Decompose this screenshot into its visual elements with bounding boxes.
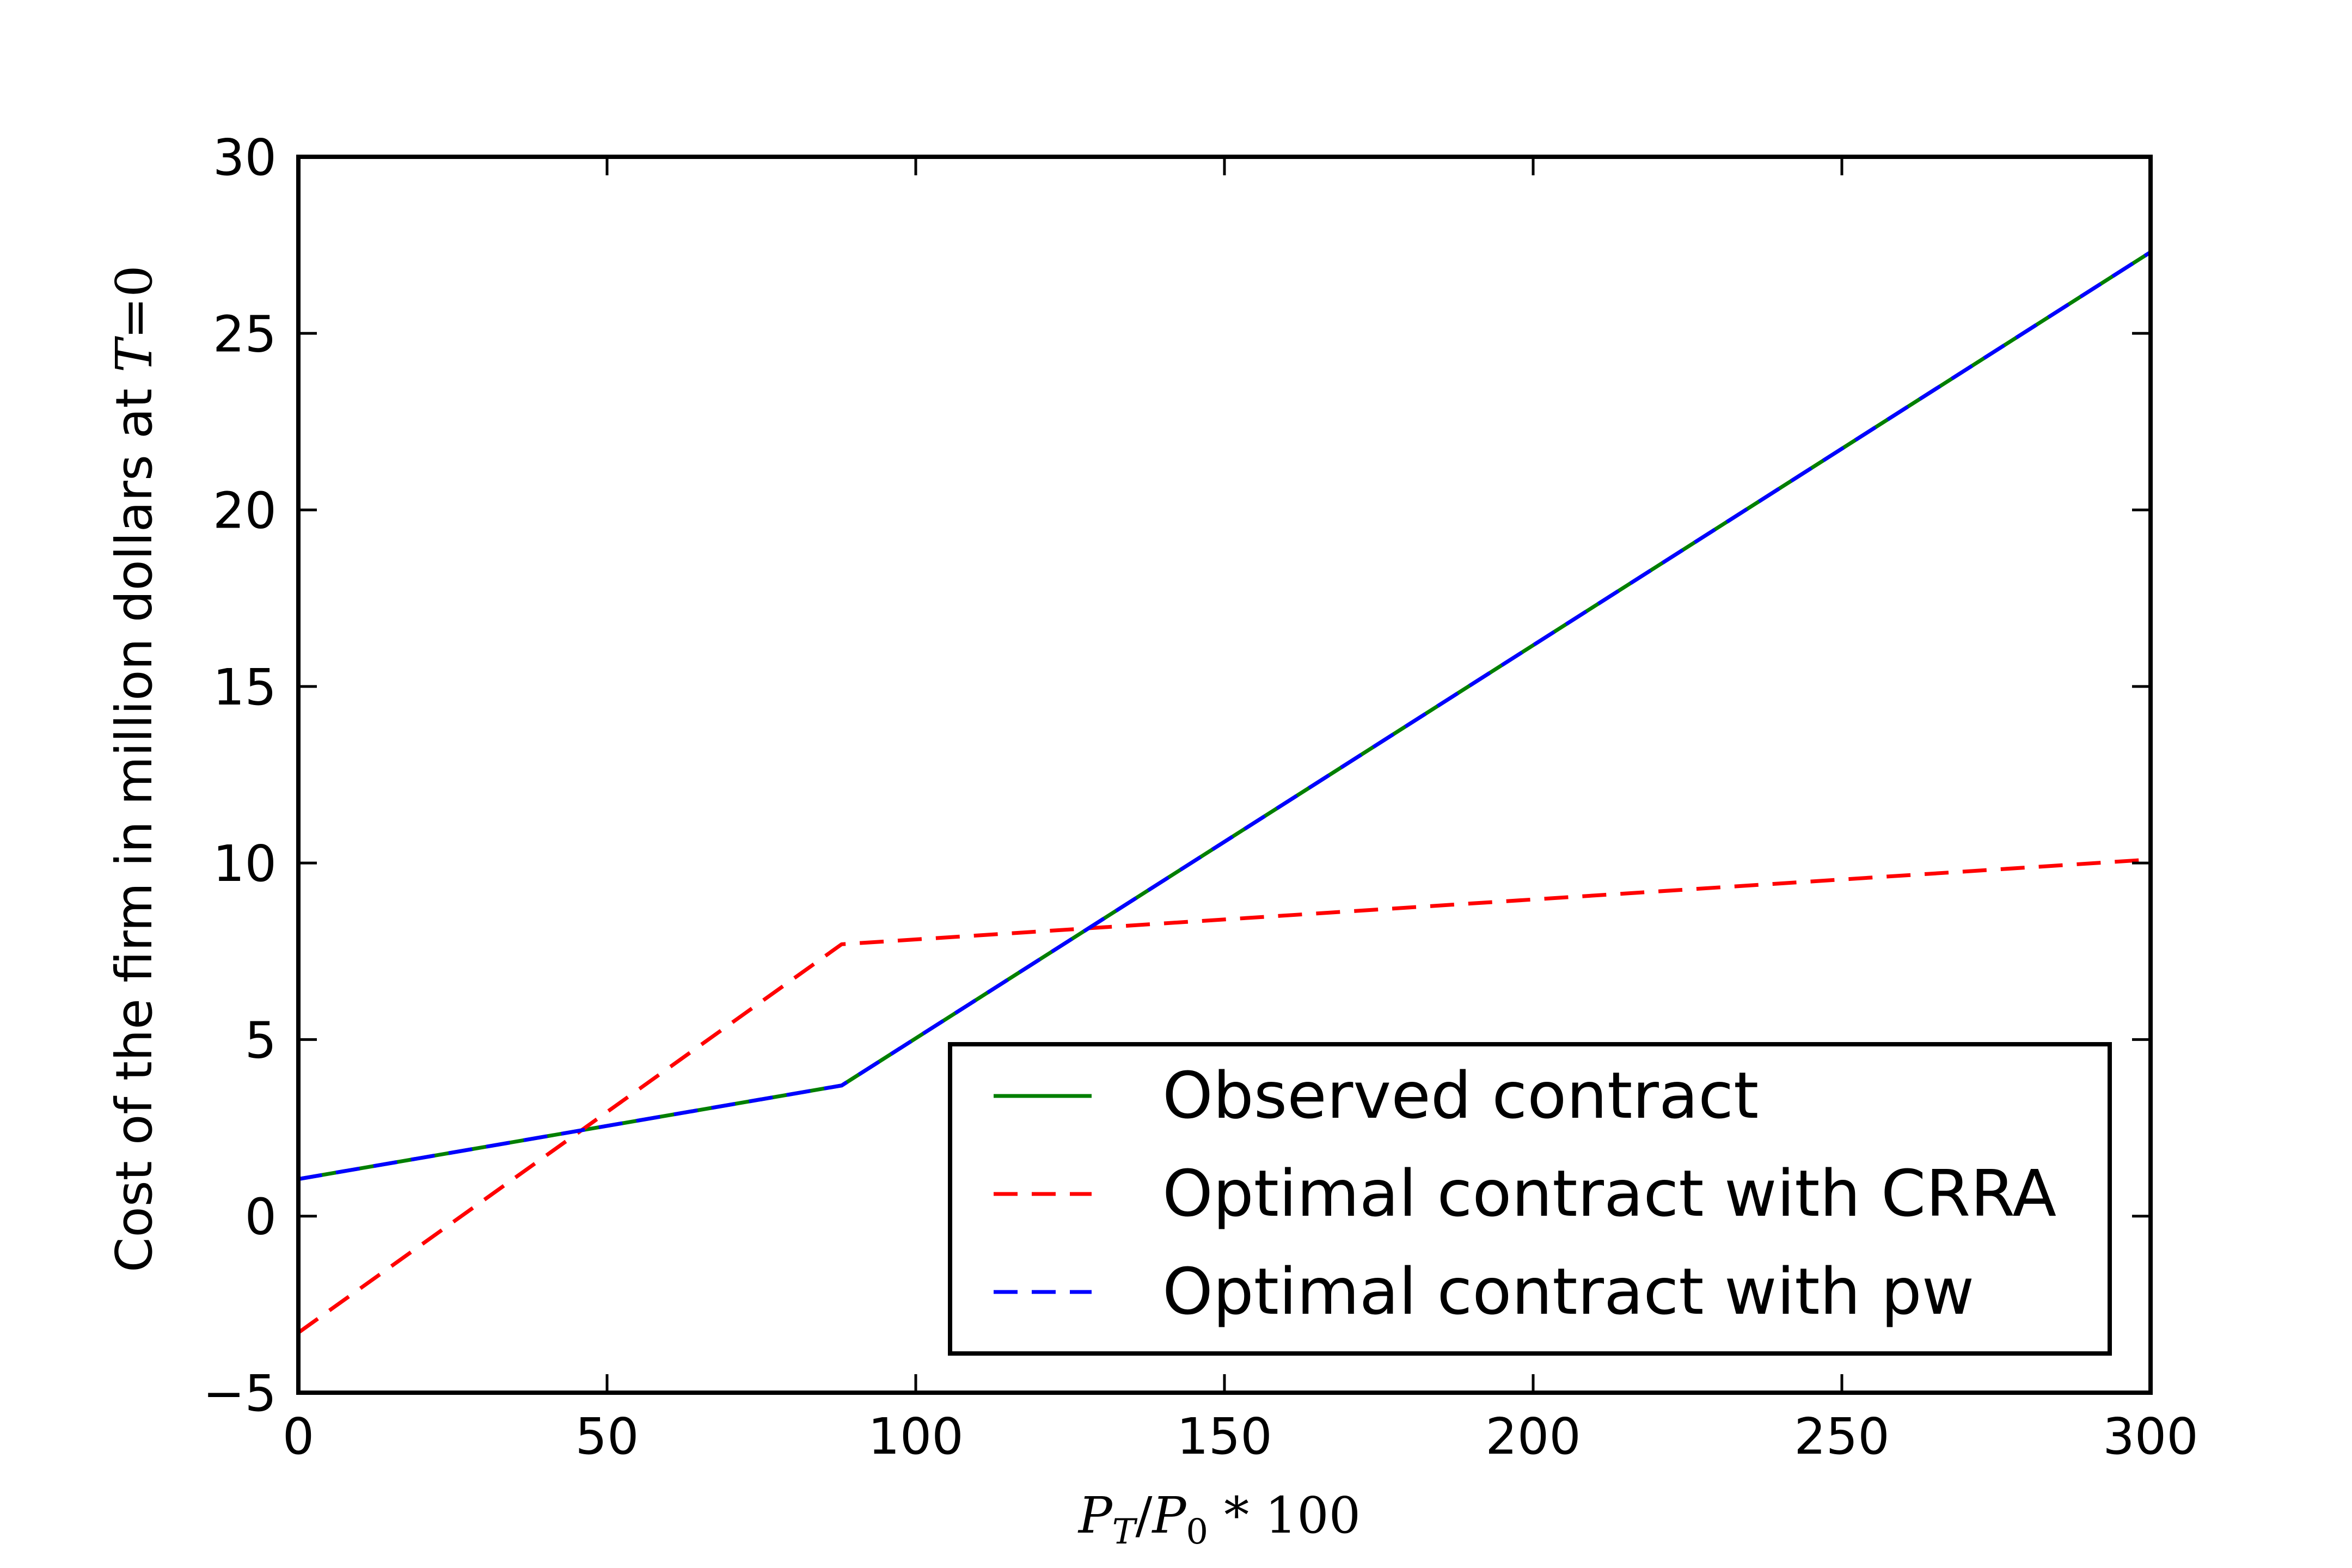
x-label-sub2: 0: [1186, 1512, 1208, 1552]
x-tick-label: 0: [283, 1407, 315, 1466]
plot-frame: [296, 155, 2153, 1395]
x-tick-label: 100: [868, 1407, 964, 1466]
legend-entry-crra: Optimal contract with CRRA: [1162, 1156, 2056, 1231]
y-label-eq: =0: [105, 265, 163, 339]
y-tick-label: 10: [213, 835, 277, 893]
y-tick-label: −5: [203, 1364, 277, 1423]
y-tick-label: 30: [213, 128, 277, 187]
y-tick-label: 25: [213, 305, 277, 363]
x-tick-label: 150: [1177, 1407, 1272, 1466]
legend-box: [948, 1042, 2112, 1356]
y-tick-label: 20: [213, 482, 277, 540]
legend-entry-observed: Observed contract: [1162, 1058, 1759, 1133]
x-tick-label: 200: [1485, 1407, 1581, 1466]
series-line-crra: [297, 857, 2151, 1334]
x-tick-label: 300: [2103, 1407, 2198, 1466]
x-label-slash: /: [1135, 1486, 1152, 1545]
y-label-var: T: [105, 336, 163, 372]
y-tick-label: 15: [213, 658, 277, 716]
y-tick-label: 5: [244, 1011, 277, 1069]
x-label-p2: P: [1151, 1486, 1187, 1545]
series-layer: [297, 250, 2152, 1334]
x-label-rest: * 100: [1208, 1486, 1361, 1545]
x-tick-label: 250: [1794, 1407, 1890, 1466]
y-axis-label: Cost of the firm in million dollars at T…: [105, 265, 163, 1272]
x-axis-label: PT/P0 * 100: [1077, 1486, 1361, 1552]
series-line-pw: [298, 250, 2152, 1181]
y-tick-label: 0: [244, 1188, 277, 1246]
y-label-text: Cost of the firm in million dollars at: [105, 372, 163, 1272]
x-label-sub1: T: [1112, 1512, 1138, 1552]
x-tick-label: 50: [575, 1407, 639, 1466]
x-label-p1: P: [1077, 1486, 1113, 1545]
legend-entry-pw: Optimal contract with pw: [1162, 1254, 1974, 1329]
legend: Observed contract Optimal contract with …: [948, 1042, 2112, 1356]
